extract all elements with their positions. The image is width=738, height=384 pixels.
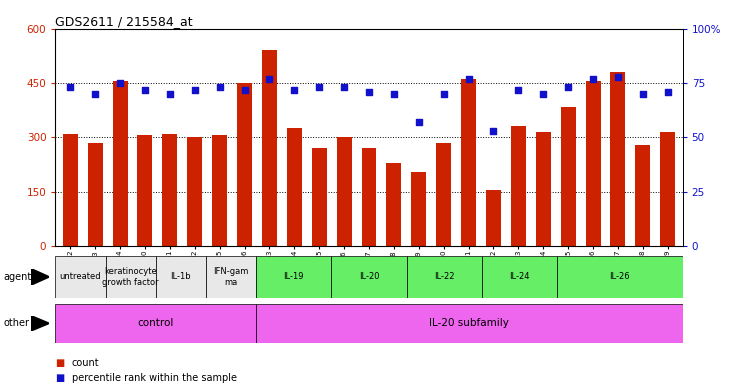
Bar (635, 144, 650, 246)
Point (662, 89, 674, 95)
Bar (387, 162, 401, 246)
Text: IL-20 subfamily: IL-20 subfamily (430, 318, 509, 328)
Bar (262, 50, 277, 246)
Point (388, 91, 400, 97)
Point (463, 76, 475, 82)
Point (164, 91, 176, 97)
Bar (536, 132, 551, 246)
Bar (311, 148, 327, 246)
Point (637, 91, 649, 97)
Point (89, 91, 101, 97)
Bar (362, 148, 376, 246)
Bar (137, 136, 153, 246)
Text: percentile rank within the sample: percentile rank within the sample (72, 373, 237, 383)
Text: IL-20: IL-20 (359, 272, 379, 281)
Bar (482, 256, 557, 298)
Bar (162, 134, 177, 246)
Text: count: count (72, 358, 99, 368)
Bar (88, 143, 103, 246)
Point (314, 84, 325, 91)
Bar (55, 304, 256, 343)
Bar (256, 256, 331, 298)
Point (587, 76, 599, 82)
Bar (287, 128, 302, 246)
Bar (63, 134, 77, 246)
Text: IL-22: IL-22 (434, 272, 455, 281)
Bar (213, 136, 227, 246)
Bar (113, 81, 128, 246)
Bar (436, 143, 451, 246)
Text: IL-19: IL-19 (283, 272, 304, 281)
Bar (206, 256, 256, 298)
Bar (187, 137, 202, 246)
Point (238, 86, 250, 93)
Bar (106, 256, 156, 298)
Bar (585, 81, 601, 246)
Text: IL-26: IL-26 (610, 272, 630, 281)
Bar (55, 256, 106, 298)
Text: GDS2611 / 215584_at: GDS2611 / 215584_at (55, 15, 193, 28)
Bar (337, 137, 351, 246)
Polygon shape (31, 316, 49, 331)
Text: ■: ■ (55, 358, 65, 368)
Text: IL-1b: IL-1b (170, 272, 191, 281)
Text: keratinocyte
growth factor: keratinocyte growth factor (103, 267, 159, 286)
Text: other: other (4, 318, 30, 328)
Point (413, 119, 424, 125)
Bar (557, 256, 683, 298)
Bar (407, 256, 482, 298)
Bar (511, 126, 525, 246)
Point (263, 76, 275, 82)
Text: untreated: untreated (60, 272, 101, 281)
Polygon shape (31, 268, 49, 285)
Point (562, 84, 574, 91)
Point (488, 128, 500, 134)
Bar (156, 256, 206, 298)
Bar (237, 83, 252, 246)
Point (612, 73, 624, 79)
Point (363, 89, 375, 95)
Bar (256, 304, 683, 343)
Text: IFN-gam
ma: IFN-gam ma (213, 267, 249, 286)
Point (214, 84, 226, 91)
Point (289, 86, 300, 93)
Point (438, 91, 449, 97)
Point (139, 86, 151, 93)
Point (64, 84, 76, 91)
Point (537, 91, 549, 97)
Bar (461, 79, 476, 246)
Bar (661, 132, 675, 246)
Bar (486, 190, 501, 246)
Point (114, 80, 126, 86)
Point (338, 84, 350, 91)
Bar (411, 172, 427, 246)
Text: control: control (137, 318, 174, 328)
Bar (610, 72, 625, 246)
Point (512, 86, 524, 93)
Bar (331, 256, 407, 298)
Point (189, 86, 201, 93)
Text: ■: ■ (55, 373, 65, 383)
Text: IL-24: IL-24 (509, 272, 530, 281)
Text: agent: agent (4, 272, 32, 282)
Bar (561, 106, 576, 246)
